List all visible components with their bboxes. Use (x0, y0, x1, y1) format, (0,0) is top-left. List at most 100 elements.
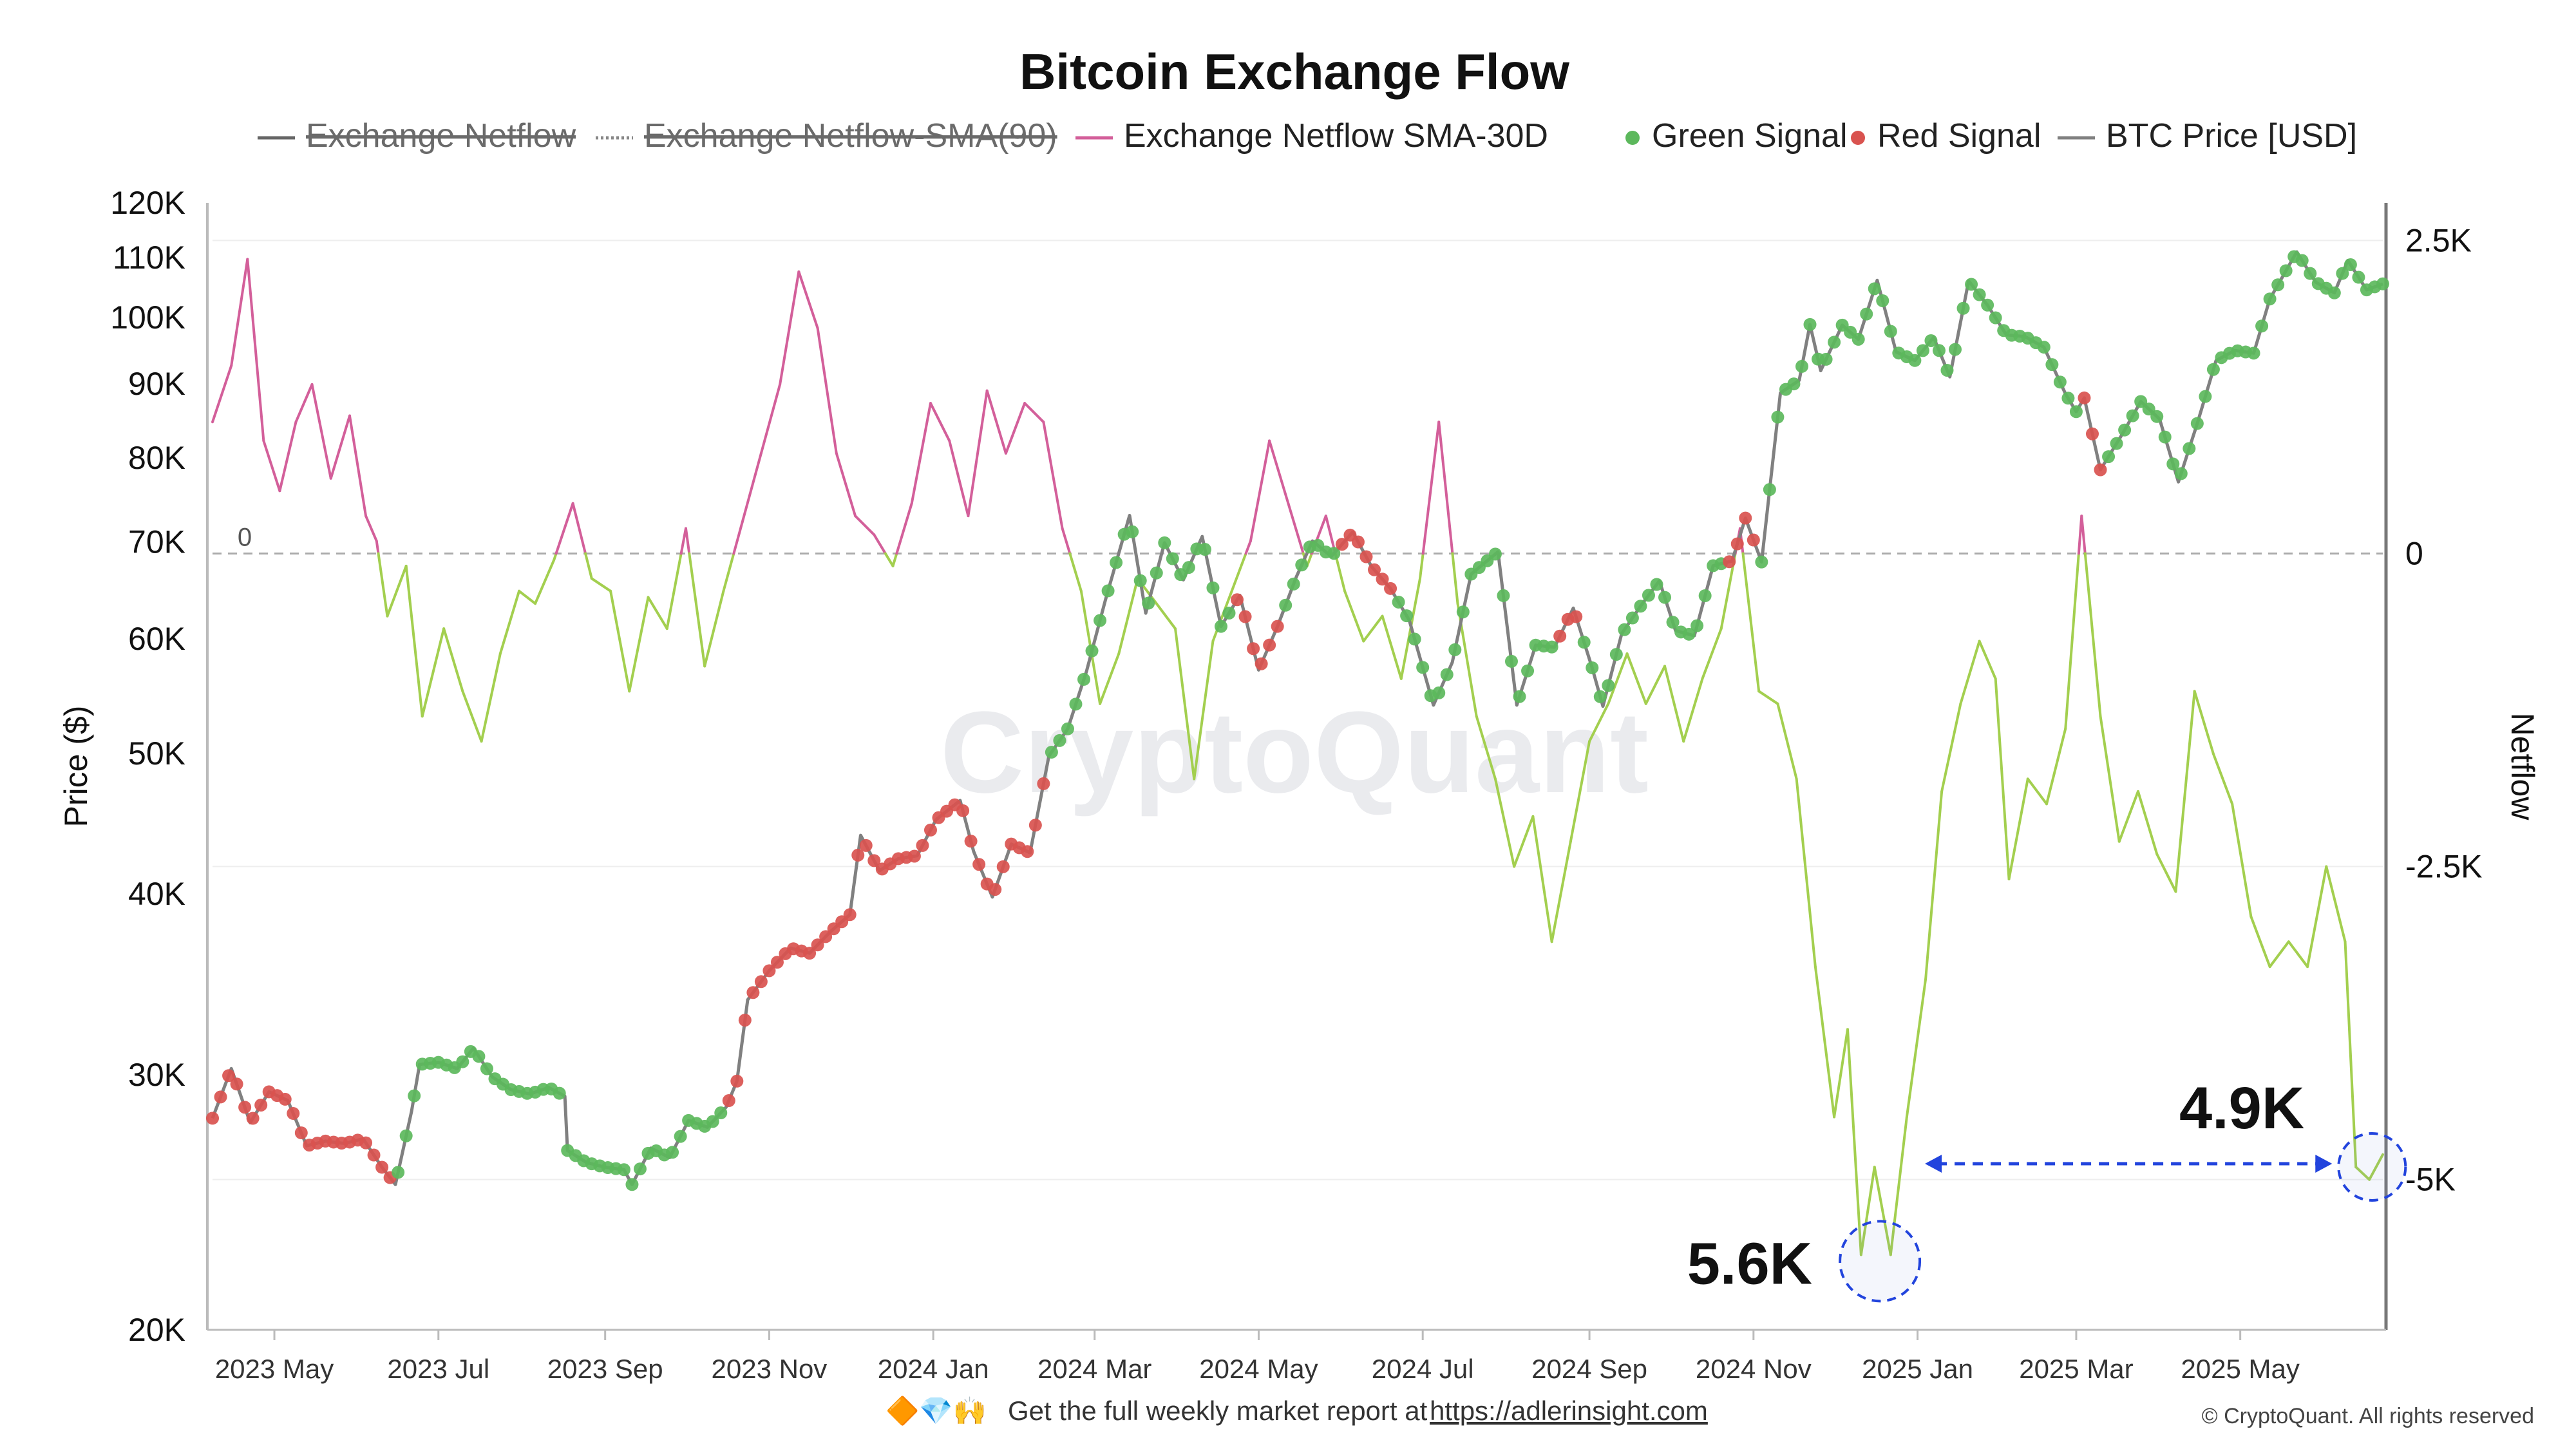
red-signal-dot (722, 1094, 735, 1108)
green-signal-dot (2150, 410, 2164, 423)
x-tick-label: 2025 Mar (2019, 1354, 2133, 1384)
green-signal-dot (472, 1050, 486, 1063)
netflow-segment (442, 627, 464, 693)
red-signal-dot (1359, 550, 1373, 564)
red-signal-dot (923, 823, 937, 837)
green-signal-dot (1110, 556, 1123, 569)
red-signal-dot (294, 1126, 308, 1140)
green-signal-dot (1618, 623, 1631, 636)
netflow-segment (609, 589, 631, 693)
green-signal-dot (1085, 644, 1099, 658)
netflow-segment (1663, 665, 1685, 743)
green-signal-dot (1609, 648, 1623, 661)
netflow-segment (2193, 690, 2215, 755)
netflow-segment (262, 439, 281, 493)
green-signal-dot (1166, 552, 1179, 565)
netflow-segment (967, 389, 989, 518)
y-left-tick-label: 60K (128, 621, 185, 657)
green-signal-dot (1206, 581, 1220, 594)
annotations: 5.6K 4.9K (1687, 1075, 2407, 1303)
green-signal-dot (2336, 267, 2349, 280)
netflow-segment (404, 564, 424, 718)
y-right-axis-title: Netflow (2505, 713, 2541, 821)
netflow-segment (230, 258, 249, 367)
red-signal-dot (1037, 777, 1050, 790)
netflow-segment (2045, 727, 2067, 806)
green-signal-dot (1981, 298, 1994, 312)
netflow-segment (1287, 502, 1305, 555)
netflow-segment (722, 552, 735, 592)
green-signal-dot (1094, 614, 1107, 627)
netflow-segment (1211, 589, 1233, 643)
red-signal-dot (1569, 610, 1583, 623)
legend-item-1[interactable]: Exchange Netflow-SMA(90) (596, 117, 1057, 155)
green-signal-dot (1521, 664, 1535, 677)
netflow-segment (1569, 740, 1591, 843)
green-signal-dot (408, 1089, 421, 1103)
footer-emojis: 🔶💎🙌 (886, 1395, 987, 1426)
legend-item-2[interactable]: Exchange Netflow SMA-30D (1075, 117, 1548, 155)
y-right-tick-label: 0 (2405, 535, 2423, 571)
red-signal-dot (907, 849, 921, 863)
green-signal-dot (2183, 442, 2196, 455)
legend-item-0[interactable]: Exchange Netflow (258, 117, 576, 155)
green-signal-dot (2142, 402, 2155, 416)
netflow-segment (590, 577, 612, 592)
red-signal-dot (843, 908, 857, 922)
annotation-circle-2 (2337, 1132, 2407, 1202)
green-signal-dot (1448, 643, 1462, 656)
netflow-segment (1475, 715, 1497, 781)
netflow-segment (2211, 752, 2234, 806)
netflow-segment (1230, 552, 1247, 592)
netflow-segment (1873, 1166, 1892, 1256)
legend-item-5[interactable]: BTC Price [USD] (2058, 117, 2357, 155)
netflow-segment (480, 652, 502, 743)
red-signal-dot (1255, 657, 1268, 670)
red-signal-dot (1384, 582, 1397, 595)
netflow-segment (929, 402, 951, 442)
green-signal-dot (2102, 450, 2116, 464)
red-signal-dot (1739, 511, 1752, 525)
green-signal-dot (1416, 661, 1430, 674)
grid (213, 240, 2383, 1180)
footer-link[interactable]: https://adlerinsight.com (1430, 1396, 1708, 1426)
red-signal-dot (1351, 535, 1365, 549)
red-signal-dot (956, 804, 970, 817)
green-signal-dot (1150, 566, 1163, 580)
netflow-segment (884, 552, 895, 567)
green-signal-dot (2304, 267, 2317, 280)
green-signal-dot (1513, 690, 1526, 703)
red-signal-dot (770, 956, 784, 969)
netflow-segment (1757, 690, 1779, 705)
green-signal-dot (1327, 547, 1341, 560)
red-signal-dot (996, 860, 1010, 873)
x-tick-label: 2024 May (1199, 1354, 1318, 1384)
netflow-segment (1099, 652, 1121, 705)
netflow-segment (1117, 577, 1139, 655)
red-signal-dot (1271, 620, 1284, 633)
green-signal-dot (1642, 589, 1655, 602)
netflow-segment (628, 596, 650, 693)
green-signal-dot (2158, 430, 2172, 444)
red-signal-dot (1335, 538, 1349, 551)
green-signal-dot (1698, 589, 1712, 602)
green-signal-dot (1819, 352, 1833, 366)
netflow-segment (329, 414, 351, 480)
green-signal-dot (1133, 574, 1147, 587)
legend-item-3[interactable]: Green Signal (1625, 117, 1848, 155)
y-left-tick-label: 110K (113, 240, 185, 276)
netflow-segment (1451, 552, 1459, 605)
red-signal-dot (819, 930, 833, 943)
green-signal-dot (2344, 258, 2357, 271)
green-signal-dot (2166, 457, 2180, 471)
red-signal-dot (851, 848, 865, 862)
green-signal-dot (2037, 341, 2050, 354)
green-signal-dot (1682, 627, 1696, 641)
red-signal-dot (359, 1136, 373, 1150)
green-signal-dot (1392, 595, 1405, 609)
netflow-segment (2064, 552, 2080, 730)
legend-item-4[interactable]: Red Signal (1851, 117, 2041, 155)
y-left-tick-label: 40K (128, 876, 185, 912)
netflow-segment (1173, 627, 1196, 781)
netflow-segment (759, 383, 782, 455)
